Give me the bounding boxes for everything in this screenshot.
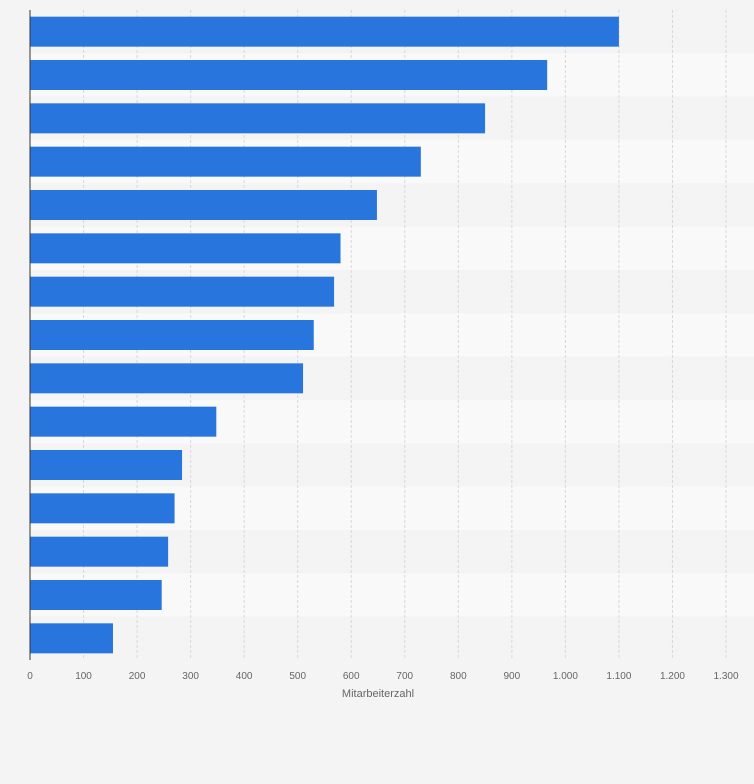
bar[interactable] — [30, 406, 217, 437]
bar[interactable] — [30, 623, 113, 654]
x-tick-label: 100 — [75, 671, 92, 682]
bar[interactable] — [30, 16, 619, 47]
bar[interactable] — [30, 363, 304, 394]
x-tick-label: 800 — [450, 671, 467, 682]
x-tick-label: 400 — [236, 671, 253, 682]
bar[interactable] — [30, 190, 377, 220]
bar[interactable] — [30, 450, 183, 480]
bar[interactable] — [30, 580, 162, 610]
x-tick-label: 300 — [182, 671, 199, 682]
x-axis-title: Mitarbeiterzahl — [342, 688, 414, 700]
x-tick-label: 1.100 — [606, 671, 631, 682]
bar[interactable] — [30, 60, 548, 90]
x-tick-label: 600 — [343, 671, 360, 682]
x-tick-label: 0 — [27, 671, 33, 682]
x-tick-label: 1.000 — [553, 671, 578, 682]
bar[interactable] — [30, 276, 335, 307]
bar[interactable] — [30, 146, 421, 177]
bar[interactable] — [30, 103, 486, 134]
x-tick-label: 500 — [289, 671, 306, 682]
x-tick-label: 1.200 — [660, 671, 685, 682]
bar[interactable] — [30, 320, 314, 350]
x-tick-label: 200 — [129, 671, 146, 682]
bar[interactable] — [30, 233, 341, 264]
x-tick-label: 700 — [396, 671, 413, 682]
x-tick-label: 900 — [504, 671, 521, 682]
row-band — [30, 616, 754, 660]
x-tick-label: 1.300 — [713, 671, 738, 682]
bar[interactable] — [30, 493, 175, 524]
bars — [30, 16, 619, 654]
bar[interactable] — [30, 536, 169, 567]
x-axis: 0 100 200 300 400 500 600 700 800 900 1.000 1.100 1.… — [27, 10, 739, 682]
